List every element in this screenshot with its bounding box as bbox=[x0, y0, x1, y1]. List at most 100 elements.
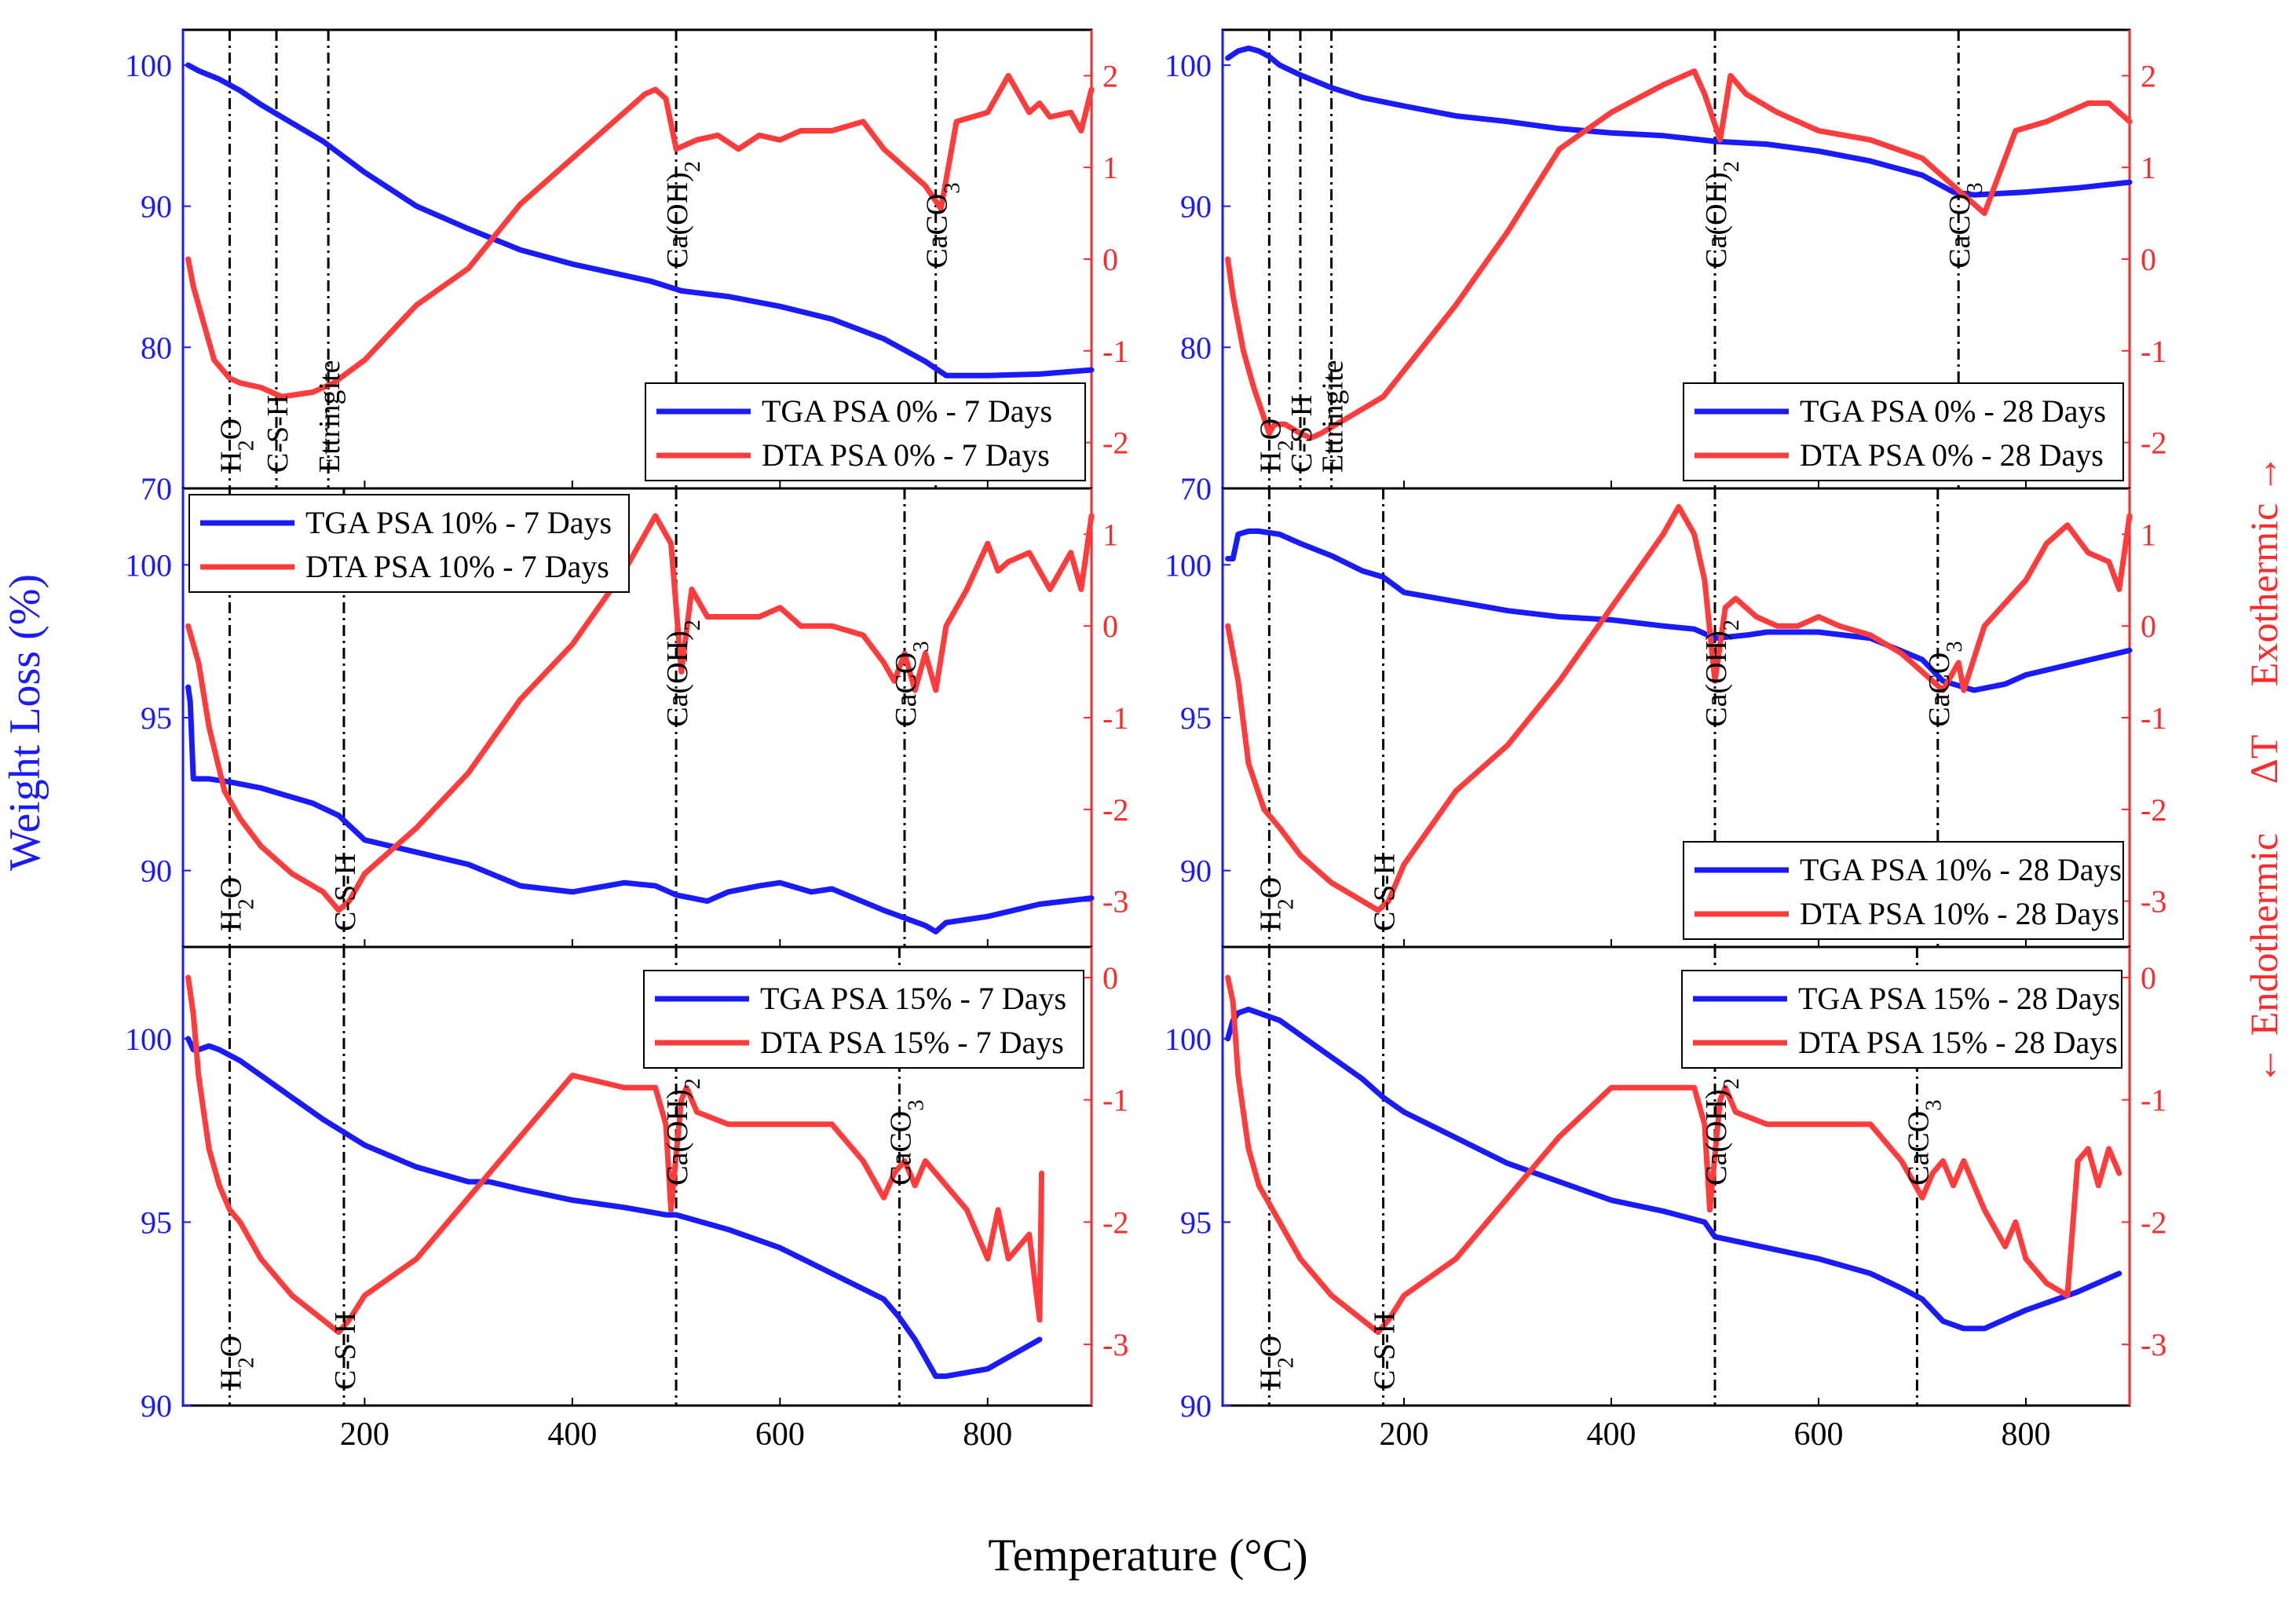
tga-line bbox=[185, 684, 1095, 934]
peak-annotation-label: Ca(OH)2 bbox=[1700, 161, 1744, 269]
legend-entry-label: TGA PSA 15% - 28 Days bbox=[1798, 981, 2120, 1016]
right-tick-label: 2 bbox=[1102, 58, 1118, 93]
x-tick-label: 200 bbox=[1380, 1417, 1429, 1453]
legend: TGA PSA 15% - 28 Days DTA PSA 15% - 28 Da… bbox=[1681, 970, 2122, 1069]
x-tick-label: 800 bbox=[2002, 1417, 2051, 1453]
right-tick-label: 0 bbox=[1102, 609, 1118, 644]
left-tick-label: 90 bbox=[1180, 189, 1212, 225]
legend: TGA PSA 10% - 7 Days DTA PSA 10% - 7 Days bbox=[188, 494, 630, 593]
x-tick-label: 400 bbox=[1587, 1417, 1636, 1453]
x-axis-title: Temperature (°C) bbox=[988, 1530, 1307, 1581]
legend-entry-label: TGA PSA 15% - 7 Days bbox=[760, 981, 1066, 1016]
panel-top-left: 70 80 90 100 -2 -1 0 1 2 H2O C-S-H Ettringite Ca(OH)… bbox=[125, 28, 1128, 506]
x-tick-label: 400 bbox=[547, 1417, 597, 1453]
legend: TGA PSA 0% - 7 Days DTA PSA 0% - 7 Days bbox=[645, 382, 1086, 481]
left-axis-title: Weight Loss (%) bbox=[1, 574, 49, 871]
right-tick-label: 0 bbox=[2141, 609, 2156, 644]
right-axis-title: ← Endothermic ΔT Exothermic → bbox=[2242, 454, 2286, 1084]
right-tick-label: -2 bbox=[1102, 792, 1128, 828]
legend-entry-label: DTA PSA 15% - 7 Days bbox=[760, 1025, 1064, 1060]
panel-middle-right: 90 95 100 -3 -2 -1 0 1 H2O C-S-H Ca(OH)2 CaCO3 TGA P… bbox=[1164, 487, 2166, 949]
right-tick-label: 0 bbox=[1102, 960, 1118, 996]
tga-line bbox=[1225, 528, 2133, 693]
left-tick-label: 90 bbox=[1180, 1388, 1212, 1424]
legend-entry-label: DTA PSA 0% - 7 Days bbox=[762, 437, 1050, 473]
peak-annotation-label: Ca(OH)2 bbox=[661, 1078, 705, 1186]
peak-annotation-label: C-S-H bbox=[329, 1312, 362, 1390]
left-tick-label: 100 bbox=[125, 547, 172, 583]
right-tick-label: -2 bbox=[1102, 1205, 1128, 1240]
right-tick-label: -1 bbox=[2141, 1083, 2166, 1118]
peak-annotation-label: CaCO3 bbox=[1902, 1099, 1946, 1185]
legend-entry-label: DTA PSA 0% - 28 Days bbox=[1800, 437, 2104, 473]
legend-box bbox=[1681, 970, 2122, 1069]
left-tick-label: 100 bbox=[1164, 48, 1212, 83]
legend-box bbox=[188, 494, 630, 593]
panel-bottom-left: 90 95 100 -3 -2 -1 0 200 400 600 800 H2O C-S-H Ca(OH)… bbox=[125, 945, 1128, 1453]
peak-annotation-label: Ca(OH)2 bbox=[1700, 1078, 1744, 1186]
peak-annotation-label: H2O bbox=[215, 877, 259, 931]
right-tick-label: -3 bbox=[2141, 1327, 2166, 1362]
left-tick-label: 100 bbox=[125, 1022, 172, 1057]
left-tick-label: 95 bbox=[141, 700, 172, 736]
right-tick-label: -3 bbox=[1102, 884, 1128, 919]
panel-bottom-right: 90 95 100 -3 -2 -1 0 200 400 600 800 H2O C-S-H Ca(OH)… bbox=[1164, 945, 2166, 1453]
peak-annotation-label: CaCO3 bbox=[890, 641, 934, 726]
right-tick-label: -1 bbox=[1102, 700, 1128, 736]
left-tick-label: 100 bbox=[125, 48, 172, 83]
peak-annotation-label: H2O bbox=[1254, 877, 1298, 931]
right-tick-label: -2 bbox=[2141, 426, 2166, 461]
peak-annotation-label: C-S-H bbox=[261, 395, 294, 473]
legend-entry-label: TGA PSA 0% - 7 Days bbox=[762, 393, 1052, 429]
dta-line bbox=[185, 513, 1095, 913]
right-tick-label: 1 bbox=[1102, 150, 1118, 185]
right-tick-label: -2 bbox=[2141, 792, 2166, 828]
peak-annotation-label: Ca(OH)2 bbox=[1700, 620, 1744, 727]
peak-annotation-label: Ettringite bbox=[1317, 360, 1350, 473]
right-tick-label: 0 bbox=[2141, 242, 2156, 277]
peak-annotation-label: CaCO3 bbox=[1943, 182, 1987, 268]
right-tick-label: -1 bbox=[2141, 334, 2166, 369]
x-tick-label: 800 bbox=[963, 1417, 1012, 1453]
legend-box bbox=[643, 970, 1084, 1069]
legend-entry-label: DTA PSA 10% - 28 Days bbox=[1800, 896, 2119, 931]
peak-annotation-label: Ca(OH)2 bbox=[661, 620, 705, 727]
right-tick-label: -3 bbox=[1102, 1327, 1128, 1362]
peak-annotation-label: H2O bbox=[1254, 1336, 1298, 1390]
peak-annotation-label: C-S-H bbox=[1285, 395, 1318, 473]
peak-annotation-label: Ca(OH)2 bbox=[661, 161, 705, 269]
x-tick-label: 600 bbox=[755, 1417, 805, 1453]
left-tick-label: 95 bbox=[1180, 700, 1212, 736]
tga-line bbox=[1225, 45, 2133, 198]
right-tick-label: -3 bbox=[2141, 884, 2166, 919]
tga-line bbox=[185, 1036, 1043, 1380]
dta-line bbox=[185, 72, 1095, 400]
tga-line bbox=[1225, 1006, 2122, 1332]
left-tick-label: 95 bbox=[1180, 1205, 1212, 1240]
x-tick-label: 600 bbox=[1794, 1417, 1844, 1453]
peak-annotation-label: H2O bbox=[215, 1336, 259, 1390]
legend: TGA PSA 10% - 28 Days DTA PSA 10% - 28 Da… bbox=[1683, 841, 2124, 940]
dta-line bbox=[185, 974, 1044, 1336]
peak-annotation-label: C-S-H bbox=[329, 854, 362, 931]
legend-entry-label: TGA PSA 0% - 28 Days bbox=[1800, 393, 2106, 429]
left-tick-label: 90 bbox=[141, 854, 172, 889]
legend-entry-label: DTA PSA 10% - 7 Days bbox=[305, 549, 609, 584]
legend-entry-label: TGA PSA 10% - 28 Days bbox=[1800, 852, 2122, 887]
peak-annotation-label: Ettringite bbox=[313, 360, 346, 473]
dta-line bbox=[1225, 68, 2133, 441]
right-tick-label: 0 bbox=[2141, 960, 2156, 996]
legend-box bbox=[1683, 382, 2124, 481]
right-tick-label: 1 bbox=[2141, 517, 2156, 552]
legend-box bbox=[1683, 841, 2124, 940]
right-tick-label: -1 bbox=[1102, 1083, 1128, 1118]
right-tick-label: -1 bbox=[2141, 700, 2166, 736]
right-tick-label: -1 bbox=[1102, 334, 1128, 369]
left-tick-label: 90 bbox=[141, 1388, 172, 1424]
left-tick-label: 80 bbox=[1180, 330, 1212, 365]
legend-entry-label: TGA PSA 10% - 7 Days bbox=[305, 505, 612, 540]
right-tick-label: 2 bbox=[2141, 58, 2156, 93]
right-tick-label: 1 bbox=[1102, 517, 1118, 552]
